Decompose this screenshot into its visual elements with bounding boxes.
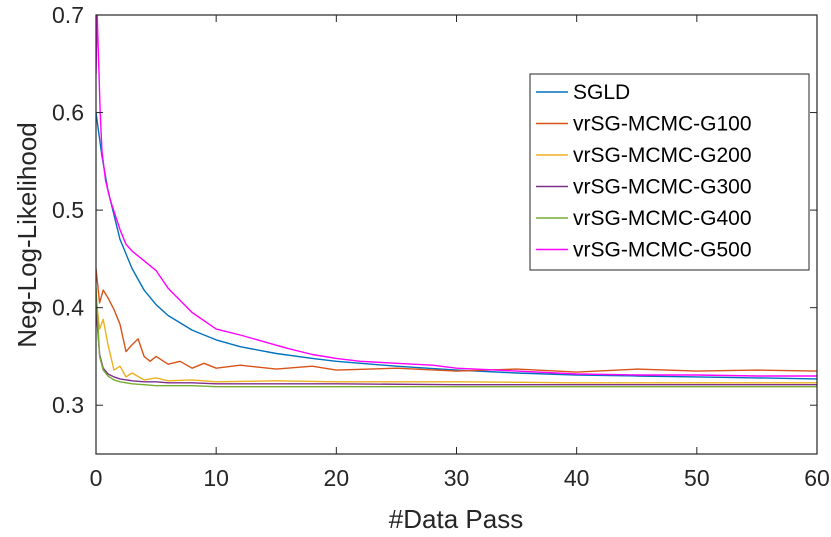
y-tick-label: 0.7: [52, 2, 84, 28]
y-axis-label: Neg-Log-Likelihood: [12, 122, 42, 347]
legend-label: vrSG-MCMC-G300: [573, 176, 752, 199]
y-tick-label: 0.3: [52, 392, 84, 418]
legend-label: SGLD: [573, 81, 630, 104]
x-tick-label: 30: [444, 465, 470, 491]
x-tick-label: 50: [684, 465, 710, 491]
series-line-vrsg-mcmc-g500: [96, 15, 817, 377]
x-axis-label: #Data Pass: [389, 504, 523, 534]
legend: SGLD vrSG-MCMC-G100 vrSG-MCMC-G200 vrSG-MCM…: [529, 73, 810, 271]
y-tick-label: 0.5: [52, 197, 84, 223]
x-tick-label: 60: [804, 465, 830, 491]
x-axis: 0 10 20 30 40 50 60: [90, 15, 830, 491]
legend-label: vrSG-MCMC-G500: [573, 239, 752, 262]
y-axis: 0.3 0.4 0.5 0.6 0.7: [52, 2, 817, 418]
series-line-vrsg-mcmc-g300: [96, 307, 817, 386]
series-line-sgld: [96, 112, 817, 380]
series-line-vrsg-mcmc-g400: [96, 288, 817, 388]
y-tick-label: 0.4: [52, 295, 84, 321]
x-tick-label: 40: [564, 465, 590, 491]
legend-box: [529, 73, 810, 271]
legend-label: vrSG-MCMC-G100: [573, 113, 752, 136]
legend-label: vrSG-MCMC-G400: [573, 207, 752, 230]
legend-label: vrSG-MCMC-G200: [573, 144, 752, 167]
series-line-vrsg-mcmc-g100: [96, 268, 817, 373]
series-line-vrsg-mcmc-g200: [96, 297, 817, 384]
x-tick-label: 0: [90, 465, 103, 491]
x-tick-label: 20: [324, 465, 350, 491]
series-layer: [96, 15, 817, 388]
y-tick-label: 0.6: [52, 100, 84, 126]
x-tick-label: 10: [203, 465, 229, 491]
